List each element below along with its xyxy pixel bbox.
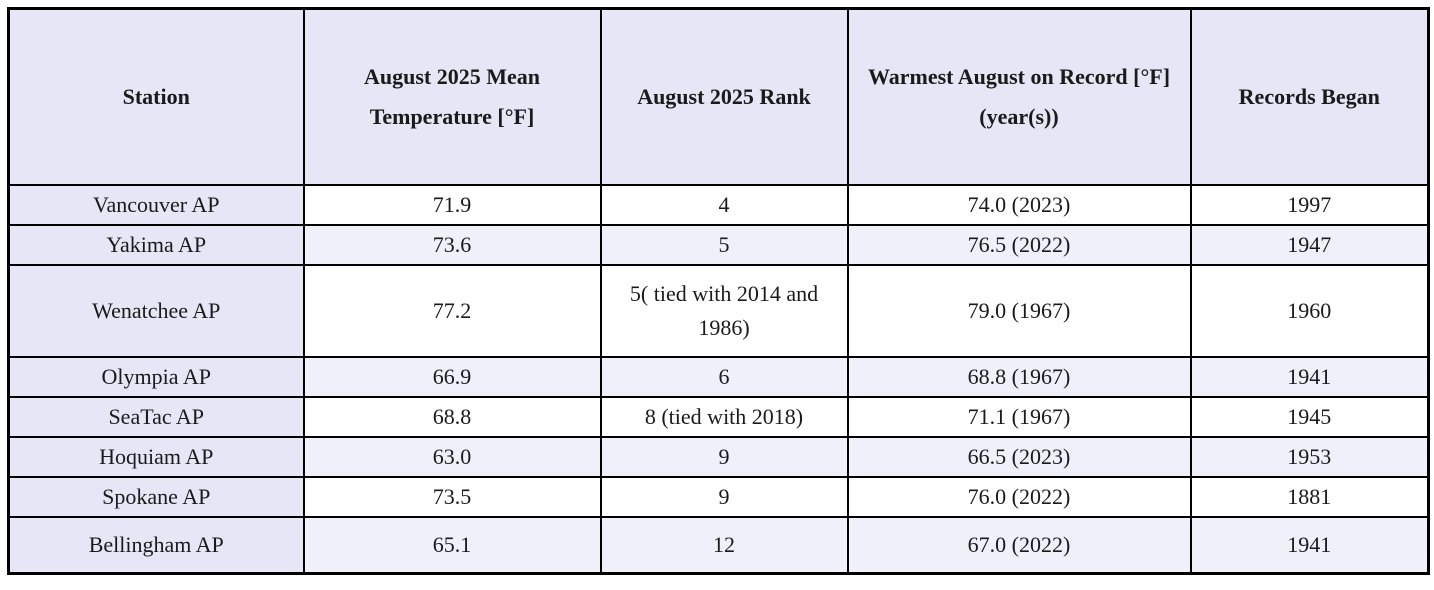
cell-warmest: 71.1 (1967) xyxy=(846,395,1192,438)
cell-mean-temp: 63.0 xyxy=(302,435,602,478)
cell-warmest: 76.0 (2022) xyxy=(846,475,1192,519)
table-row-seatac: SeaTac AP 68.8 8 (tied with 2018) 71.1 (… xyxy=(7,395,1430,438)
cell-mean-temp: 71.9 xyxy=(302,183,602,226)
cell-mean-temp: 77.2 xyxy=(302,263,602,358)
cell-records-began: 1941 xyxy=(1189,516,1430,575)
column-header-warmest-august: Warmest August on Record [°F] (year(s)) xyxy=(846,7,1192,186)
cell-station: SeaTac AP xyxy=(7,395,305,438)
cell-rank: 5( tied with 2014 and 1986) xyxy=(599,263,849,358)
cell-rank: 9 xyxy=(599,435,849,478)
table-row-bellingham: Bellingham AP 65.1 12 67.0 (2022) 1941 xyxy=(7,516,1430,575)
cell-mean-temp: 73.5 xyxy=(302,475,602,519)
cell-warmest: 74.0 (2023) xyxy=(846,183,1192,226)
table-row-hoquiam: Hoquiam AP 63.0 9 66.5 (2023) 1953 xyxy=(7,435,1430,478)
table-row-olympia: Olympia AP 66.9 6 68.8 (1967) 1941 xyxy=(7,355,1430,398)
cell-rank: 5 xyxy=(599,223,849,266)
cell-station: Spokane AP xyxy=(7,475,305,519)
cell-records-began: 1960 xyxy=(1189,263,1430,358)
cell-records-began: 1941 xyxy=(1189,355,1430,398)
table-row-wenatchee: Wenatchee AP 77.2 5( tied with 2014 and … xyxy=(7,263,1430,358)
cell-station: Bellingham AP xyxy=(7,516,305,575)
cell-warmest: 68.8 (1967) xyxy=(846,355,1192,398)
cell-rank: 9 xyxy=(599,475,849,519)
cell-rank: 6 xyxy=(599,355,849,398)
cell-records-began: 1945 xyxy=(1189,395,1430,438)
column-header-rank: August 2025 Rank xyxy=(599,7,849,186)
cell-warmest: 79.0 (1967) xyxy=(846,263,1192,358)
cell-mean-temp: 66.9 xyxy=(302,355,602,398)
table-header-row: Station August 2025 Mean Temperature [°F… xyxy=(7,7,1430,186)
table-row-spokane: Spokane AP 73.5 9 76.0 (2022) 1881 xyxy=(7,475,1430,519)
cell-warmest: 66.5 (2023) xyxy=(846,435,1192,478)
cell-rank: 4 xyxy=(599,183,849,226)
cell-mean-temp: 68.8 xyxy=(302,395,602,438)
cell-rank: 8 (tied with 2018) xyxy=(599,395,849,438)
cell-records-began: 1947 xyxy=(1189,223,1430,266)
table-row-vancouver: Vancouver AP 71.9 4 74.0 (2023) 1997 xyxy=(7,183,1430,226)
temperature-table-container: Station August 2025 Mean Temperature [°F… xyxy=(7,7,1430,575)
cell-rank: 12 xyxy=(599,516,849,575)
cell-warmest: 76.5 (2022) xyxy=(846,223,1192,266)
column-header-station: Station xyxy=(7,7,305,186)
table-row-yakima: Yakima AP 73.6 5 76.5 (2022) 1947 xyxy=(7,223,1430,266)
cell-station: Hoquiam AP xyxy=(7,435,305,478)
cell-records-began: 1881 xyxy=(1189,475,1430,519)
cell-station: Olympia AP xyxy=(7,355,305,398)
august-2025-temperature-table: Station August 2025 Mean Temperature [°F… xyxy=(7,7,1430,575)
cell-records-began: 1953 xyxy=(1189,435,1430,478)
cell-mean-temp: 65.1 xyxy=(302,516,602,575)
column-header-records-began: Records Began xyxy=(1189,7,1430,186)
cell-mean-temp: 73.6 xyxy=(302,223,602,266)
column-header-mean-temp: August 2025 Mean Temperature [°F] xyxy=(302,7,602,186)
cell-records-began: 1997 xyxy=(1189,183,1430,226)
cell-station: Vancouver AP xyxy=(7,183,305,226)
cell-station: Yakima AP xyxy=(7,223,305,266)
cell-warmest: 67.0 (2022) xyxy=(846,516,1192,575)
cell-station: Wenatchee AP xyxy=(7,263,305,358)
